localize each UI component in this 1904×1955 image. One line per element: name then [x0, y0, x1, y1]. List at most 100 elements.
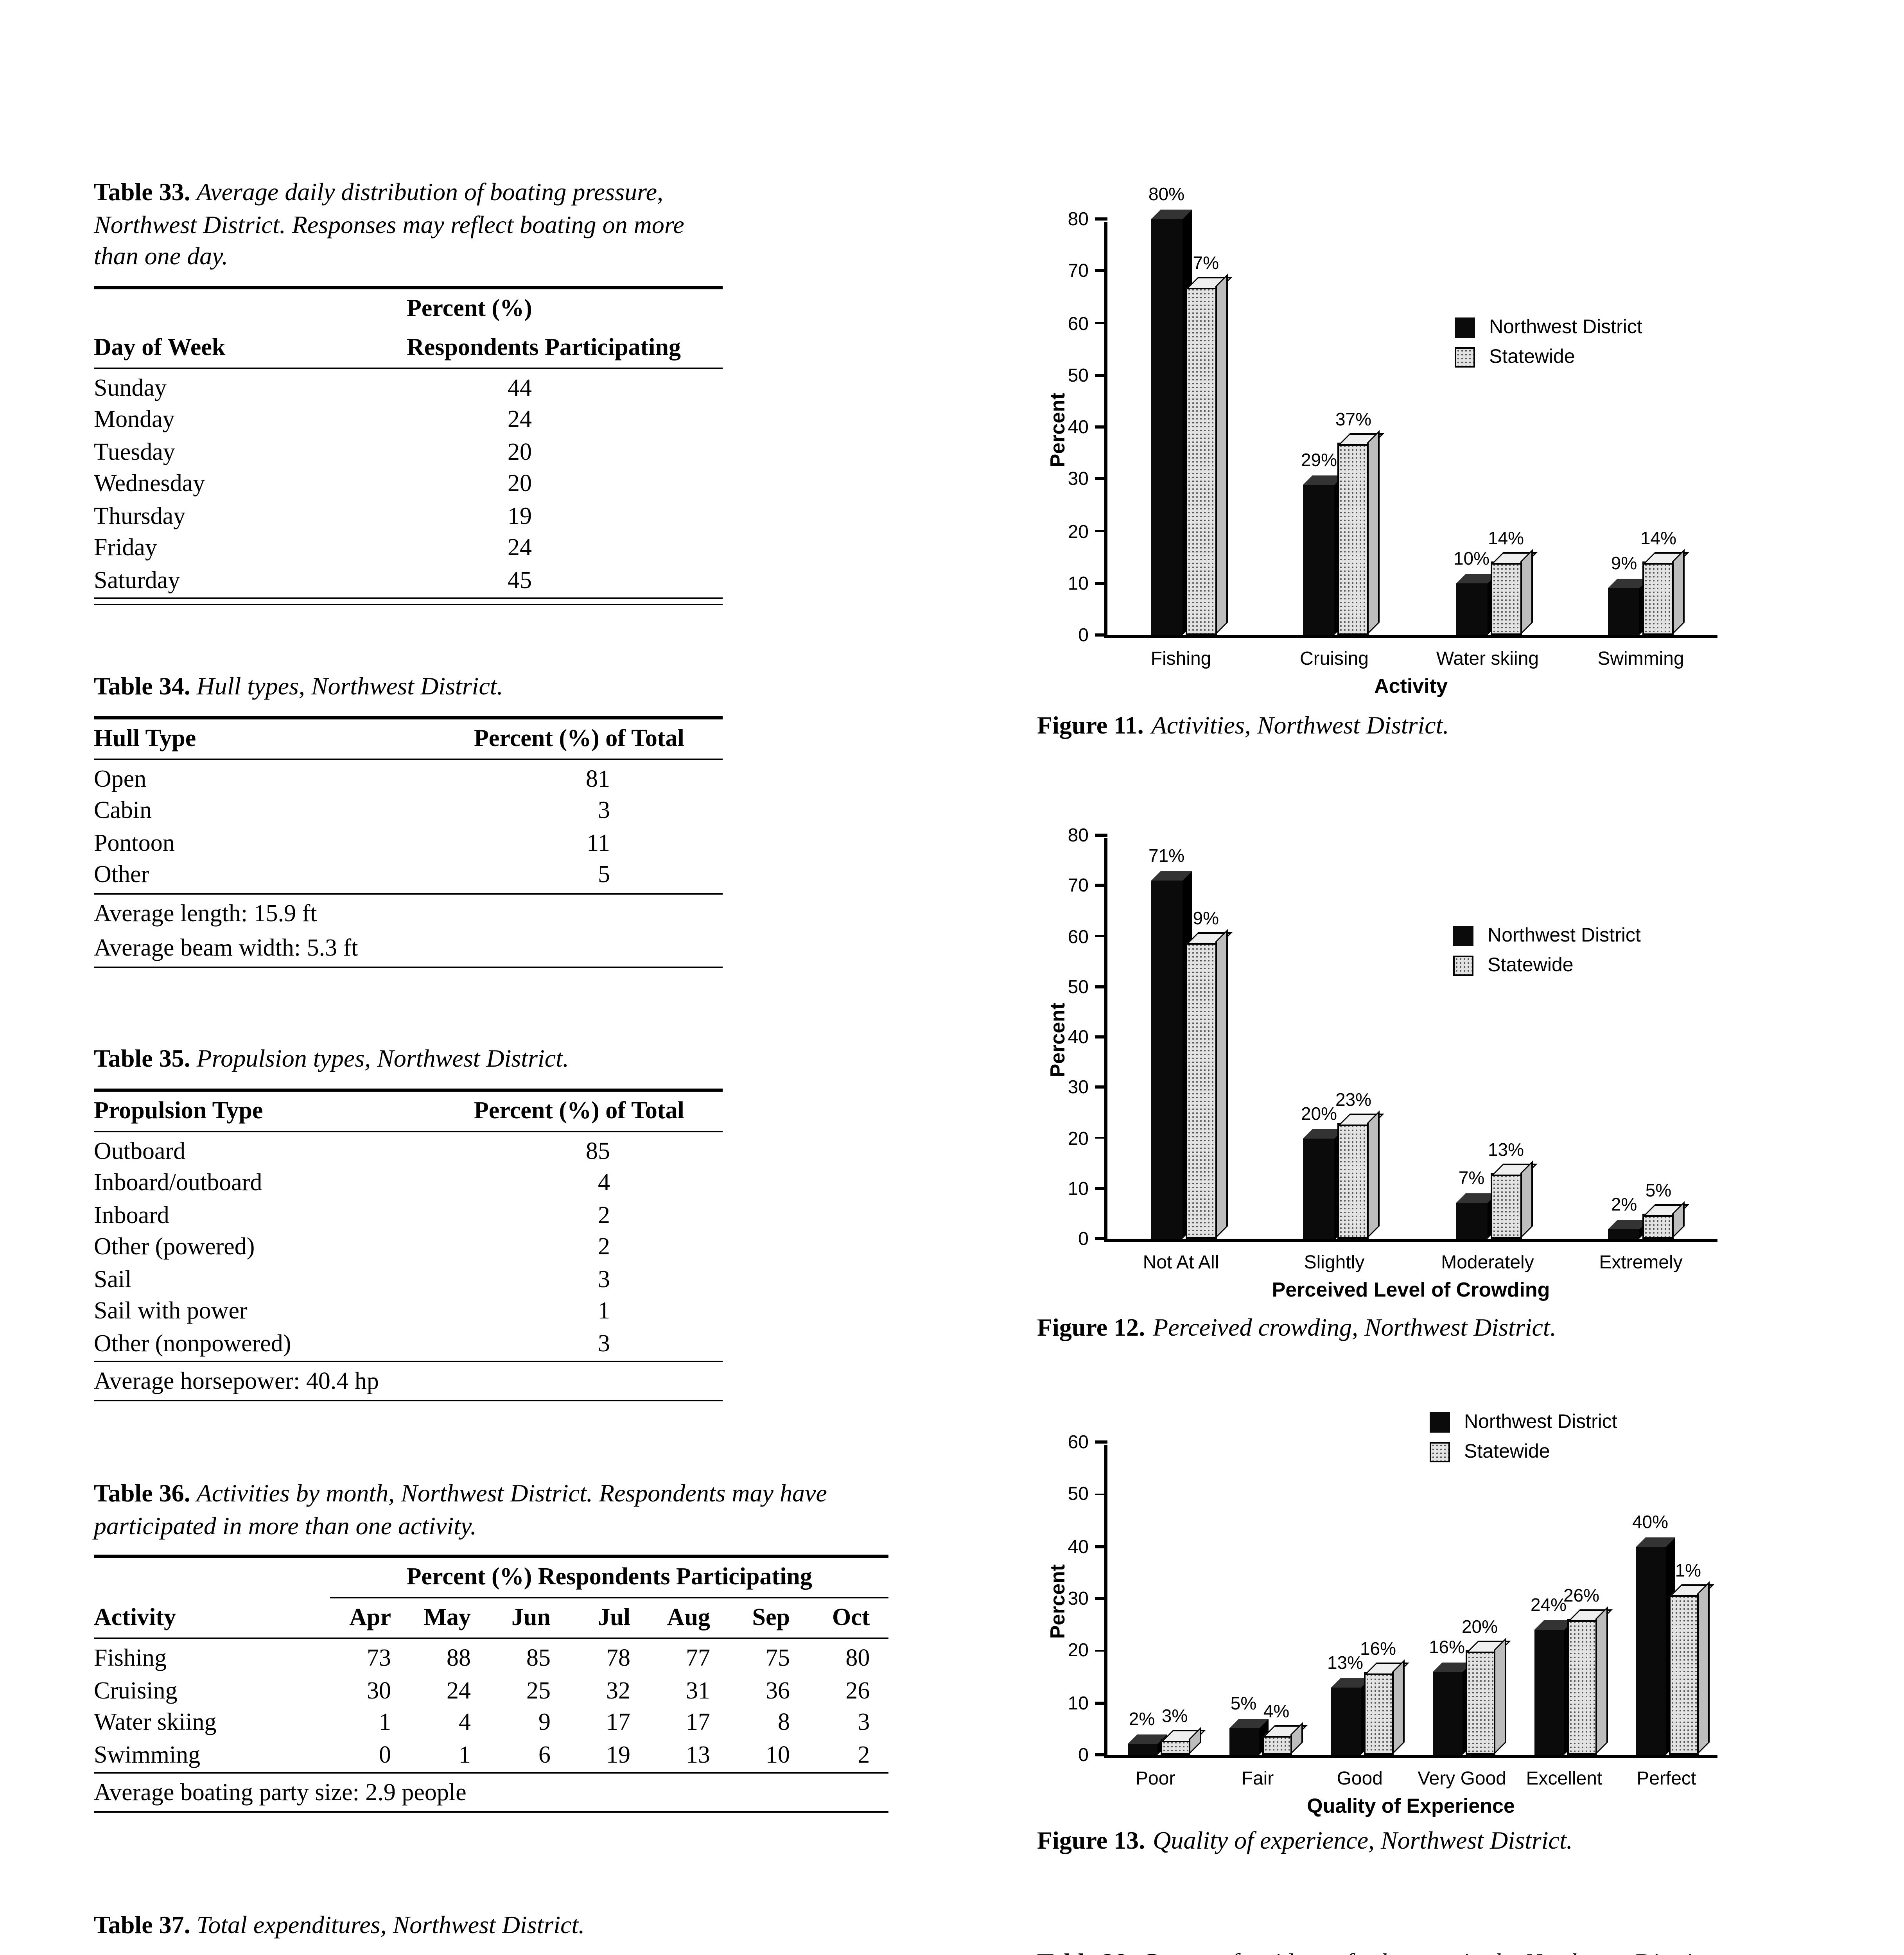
table-cell: 85	[586, 1138, 610, 1164]
table-cell: 9	[538, 1709, 551, 1736]
table-row: Cruising 30 24 25 32 31 36 26	[94, 1676, 888, 1708]
bar-statewide: 4%	[1262, 1703, 1291, 1755]
x-category-label: Moderately	[1441, 1251, 1534, 1273]
table-note: Average beam width: 5.3 ft	[94, 935, 358, 962]
table-cell: 8	[778, 1709, 790, 1736]
table-35-body: Outboard 85 Inboard/outboard 4 Inboard 2 Other…	[94, 1131, 723, 1361]
legend-item: Statewide	[1455, 346, 1642, 368]
table-cell: Sail with power	[94, 1298, 248, 1325]
table-cell: Tuesday	[94, 439, 175, 465]
y-tick	[1095, 1035, 1107, 1038]
table-38-title: Table 38. County of residence for boaters…	[1037, 1949, 1750, 1955]
x-axis-title: Activity	[1374, 674, 1448, 698]
bar-statewide: 23%	[1335, 1091, 1371, 1239]
header-activity: Activity	[94, 1598, 330, 1639]
bar-pair: 20% 23%	[1301, 1091, 1371, 1239]
table-34-caption: Hull types, Northwest District.	[196, 674, 503, 701]
table-38-label: Table 38.	[1037, 1950, 1134, 1955]
bar-value-label: 4%	[1263, 1702, 1290, 1722]
bar-northwest-district: 13%	[1327, 1654, 1363, 1755]
y-tick-label: 70	[1068, 875, 1089, 897]
header-respondents: Respondents Participating	[407, 328, 723, 368]
table-cell: 5	[598, 862, 610, 888]
x-category-label: Good	[1337, 1767, 1383, 1789]
table-cell: 19	[606, 1742, 630, 1768]
bar-value-label: 71%	[1148, 848, 1185, 867]
table-37: Items Purchased Total Expenditures Food …	[94, 1954, 888, 1955]
bar-group: 9% 14%	[1565, 222, 1717, 635]
table-cell: 1	[598, 1298, 610, 1325]
table-row: Pontoon 11	[94, 828, 723, 860]
y-tick-label: 0	[1078, 1744, 1089, 1766]
table-row: Sail 3	[94, 1264, 723, 1297]
table-cell: 32	[606, 1677, 630, 1704]
bar-pair: 9% 14%	[1608, 531, 1676, 635]
y-axis-title: Percent	[1046, 1564, 1069, 1639]
header-percent-of-total: Percent (%) of Total	[474, 717, 723, 759]
table-cell: Other	[94, 862, 149, 888]
table-34-title: Table 34. Hull types, Northwest District.	[94, 673, 723, 705]
table-35-notes: Average horsepower: 40.4 hp	[94, 1361, 723, 1400]
bar-value-label: 16%	[1428, 1638, 1465, 1657]
header-spacer	[94, 1556, 330, 1598]
y-tick-label: 10	[1068, 1177, 1089, 1199]
y-tick	[1095, 425, 1107, 429]
y-tick	[1095, 373, 1107, 377]
bar-pair: 7% 13%	[1456, 1142, 1524, 1239]
y-tick-label: 10	[1068, 1691, 1089, 1714]
bar-group: 71% 59%	[1107, 838, 1260, 1239]
y-tick-label: 60	[1068, 312, 1089, 334]
header-month-oct: Oct	[809, 1598, 889, 1639]
header-month-jun: Jun	[490, 1598, 569, 1639]
table-cell: 3	[598, 798, 610, 824]
bar-statewide: 16%	[1360, 1640, 1396, 1755]
bar-group: 29% 37%	[1260, 222, 1412, 635]
y-tick	[1095, 1597, 1107, 1600]
table-37-title: Table 37. Total expenditures, Northwest D…	[94, 1911, 888, 1943]
figure-11-label: Figure 11.	[1037, 713, 1144, 740]
bar-value-label: 26%	[1563, 1588, 1600, 1607]
x-axis-labels: Fishing Cruising Water skiing Swimming	[1104, 638, 1717, 669]
table-37-label: Table 37.	[94, 1913, 190, 1939]
bar-statewide: 26%	[1563, 1588, 1599, 1755]
table-36-section: Table 36. Activities by month, Northwest …	[94, 1480, 889, 1812]
y-axis-title: Percent	[1046, 393, 1069, 468]
header-month-sep: Sep	[729, 1598, 809, 1639]
y-tick-label: 70	[1068, 260, 1089, 282]
x-axis-labels: Not At All Slightly Moderately Extremely	[1104, 1242, 1717, 1273]
bar-value-label: 20%	[1301, 1105, 1337, 1124]
y-tick	[1095, 217, 1107, 221]
bar-value-label: 20%	[1461, 1619, 1498, 1638]
table-37-section: Table 37. Total expenditures, Northwest D…	[94, 1911, 888, 1955]
table-cell: 6	[538, 1742, 551, 1768]
table-row: Inboard/outboard 4	[94, 1168, 723, 1200]
x-axis-title: Quality of Experience	[1307, 1794, 1515, 1817]
bar-value-label: 59%	[1183, 909, 1219, 929]
y-tick-label: 50	[1068, 976, 1089, 997]
bar-value-label: 14%	[1488, 531, 1524, 550]
legend-item: Statewide	[1430, 1440, 1617, 1462]
table-row: Swimming 0 1 6 19 13 10 2	[94, 1740, 888, 1773]
x-category-label: Water skiing	[1436, 647, 1539, 669]
table-cell: Wednesday	[94, 471, 205, 497]
y-tick-label: 20	[1068, 520, 1089, 542]
y-tick-label: 0	[1078, 624, 1089, 646]
bar-pair: 16% 20%	[1429, 1619, 1498, 1755]
bar-value-label: 31%	[1665, 1562, 1701, 1581]
table-row: Other (nonpowered) 3	[94, 1329, 723, 1361]
table-33-label: Table 33.	[94, 180, 190, 206]
table-row: Saturday 45	[94, 565, 723, 598]
bar-pair: 10% 14%	[1454, 531, 1524, 635]
bar-pair: 29% 37%	[1301, 411, 1371, 635]
x-category-label: Very Good	[1418, 1767, 1506, 1789]
header-month-apr: Apr	[330, 1598, 410, 1639]
x-category-label: Extremely	[1599, 1251, 1683, 1273]
figure-13-text: Quality of experience, Northwest Distric…	[1153, 1828, 1573, 1855]
bar-northwest-district: 40%	[1632, 1514, 1668, 1755]
bar-pair: 40% 31%	[1632, 1514, 1701, 1755]
table-cell: 4	[459, 1709, 471, 1736]
table-cell: Thursday	[94, 503, 186, 529]
y-tick	[1095, 1493, 1107, 1496]
bar-value-label: 14%	[1640, 531, 1677, 550]
table-row: Fishing 73 88 85 78 77 75 80	[94, 1638, 888, 1676]
